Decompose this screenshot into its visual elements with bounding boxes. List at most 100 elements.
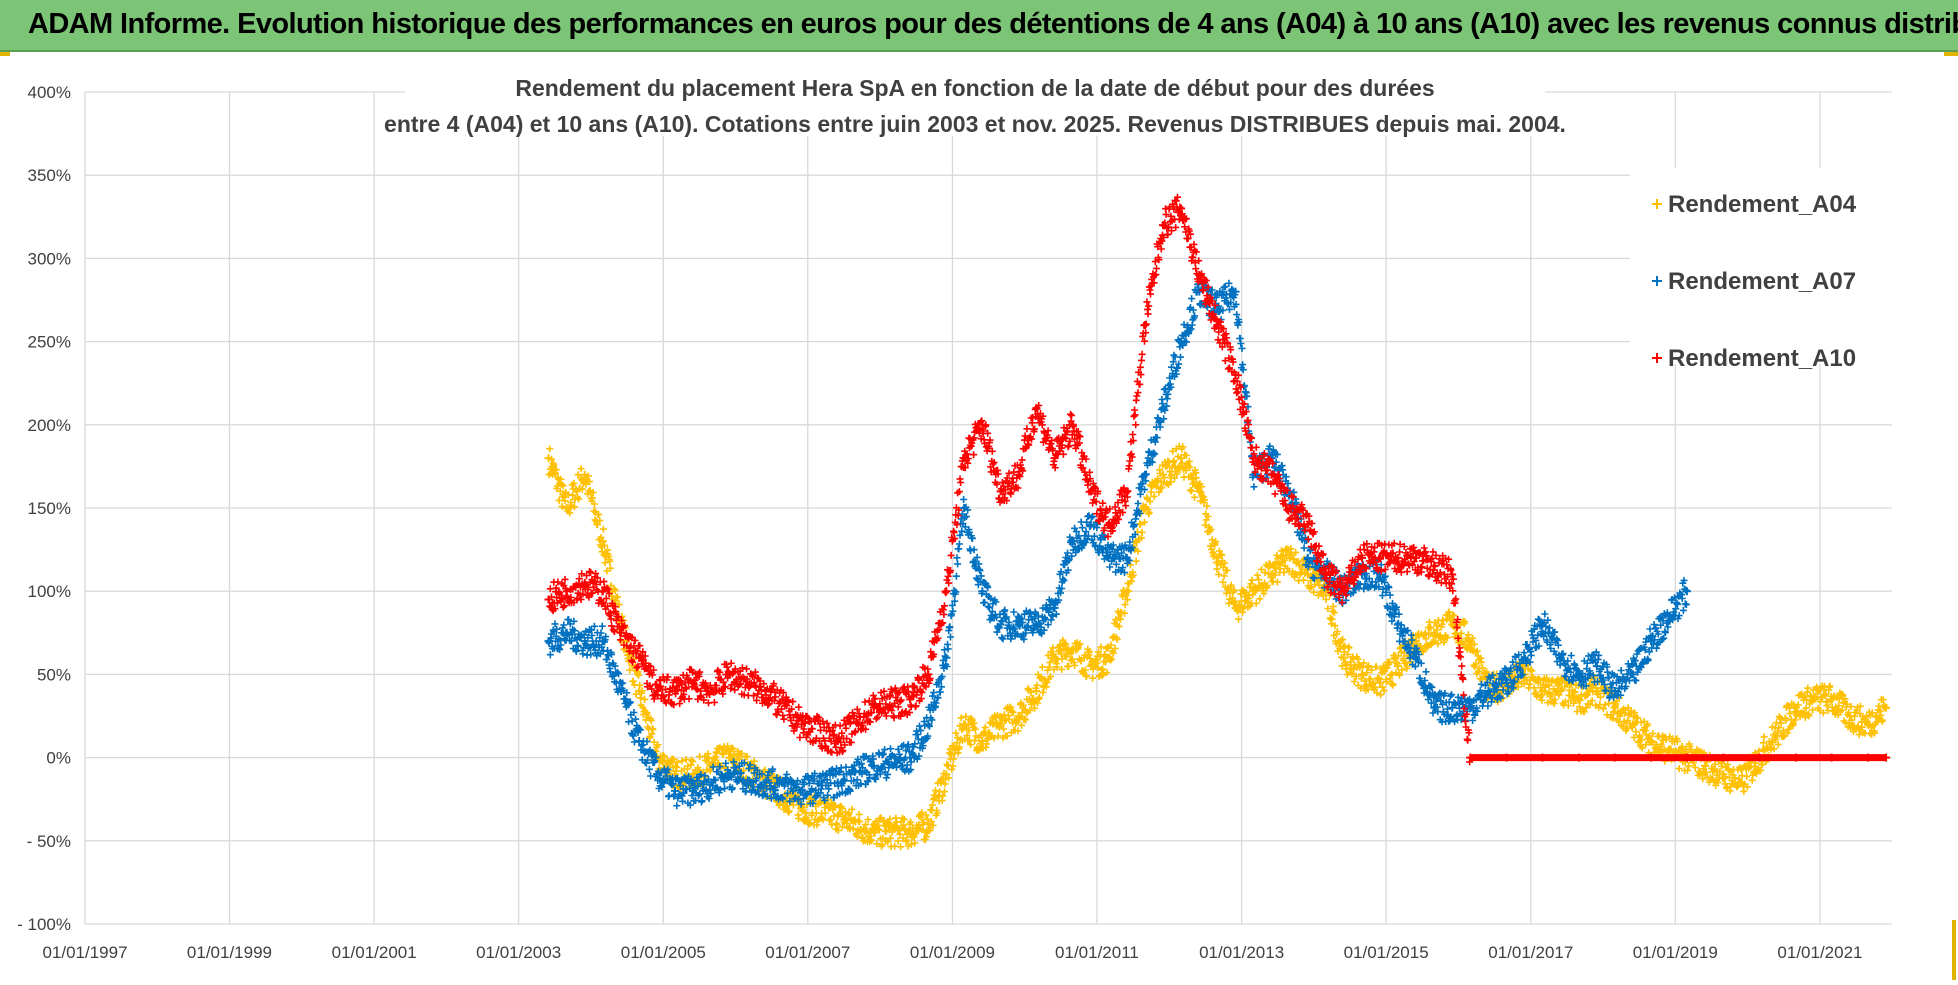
data-point: [1882, 753, 1891, 762]
data-point: [1574, 695, 1583, 704]
x-tick-label: 01/01/1997: [42, 943, 127, 962]
series-marker-cloud: [1142, 231, 1166, 337]
legend-label: Rendement_A10: [1668, 345, 1856, 372]
series-marker-cloud: [599, 633, 624, 696]
series-marker-cloud: [726, 659, 769, 707]
data-point: [1375, 678, 1384, 687]
data-point: [1357, 553, 1366, 562]
series-marker-cloud: [1160, 336, 1184, 423]
data-point: [1773, 728, 1782, 737]
legend-marker: [1652, 276, 1662, 286]
data-point: [670, 786, 679, 795]
series-Rendement_A07: [544, 278, 1691, 810]
series-marker-cloud: [708, 660, 733, 706]
series-marker-cloud: [1105, 586, 1130, 664]
series-marker-cloud: [1539, 610, 1564, 669]
data-point: [1393, 553, 1402, 562]
series-marker-cloud: [1413, 544, 1438, 580]
series-marker-cloud: [1557, 650, 1582, 685]
series-marker-cloud: [1359, 659, 1383, 697]
series-marker-cloud: [599, 578, 624, 644]
series-marker-cloud: [1449, 611, 1474, 653]
series-marker-cloud: [1394, 540, 1419, 576]
data-point: [616, 628, 625, 637]
series-marker-cloud: [1503, 649, 1528, 698]
series-marker-cloud: [1359, 539, 1383, 574]
data-point: [1484, 687, 1493, 696]
series-Rendement_A10: [544, 193, 1891, 766]
series-marker-cloud: [1178, 443, 1203, 501]
data-point: [1448, 570, 1457, 579]
series-marker-cloud: [1846, 702, 1871, 739]
series-marker-cloud: [1304, 512, 1329, 582]
series-marker-cloud: [1557, 674, 1582, 715]
data-point: [1357, 670, 1366, 679]
series-marker-cloud: [1178, 210, 1203, 285]
x-tick-label: 01/01/2017: [1488, 943, 1573, 962]
series-marker-cloud: [1413, 644, 1438, 717]
series-layer: [544, 193, 1891, 851]
series-marker-cloud: [1539, 674, 1564, 708]
series-marker-cloud: [1015, 684, 1040, 729]
series-marker-cloud: [690, 668, 715, 707]
series-marker-cloud: [979, 711, 1004, 752]
series-marker-cloud: [1015, 406, 1040, 480]
y-tick-label: 200%: [28, 416, 71, 435]
series-marker-cloud: [1160, 442, 1184, 489]
series-marker-cloud: [1449, 575, 1474, 766]
data-point: [1177, 454, 1186, 463]
series-Rendement_A04: [544, 442, 1891, 851]
legend: Rendement_A04 Rendement_A07 Rendement_A10: [1652, 191, 1857, 372]
series-marker-cloud: [1214, 547, 1239, 607]
series-marker-cloud: [1467, 678, 1492, 724]
title-background: [405, 66, 1545, 136]
corner-mark-bottom-right: [1952, 920, 1956, 980]
series-marker-cloud: [1160, 193, 1184, 241]
series-marker-cloud: [907, 663, 932, 711]
data-point: [1448, 620, 1457, 629]
series-marker-cloud: [1340, 546, 1365, 599]
data-point: [1682, 587, 1691, 596]
series-marker-cloud: [1033, 644, 1058, 707]
series-marker-cloud: [1630, 709, 1654, 757]
legend-label: Rendement_A04: [1668, 191, 1857, 218]
data-point: [942, 587, 951, 596]
data-point: [924, 670, 933, 679]
series-marker-cloud: [907, 809, 932, 848]
series-marker-cloud: [1792, 754, 1835, 762]
data-point: [942, 770, 951, 779]
data-point: [598, 587, 607, 596]
series-marker-cloud: [1431, 551, 1456, 592]
series-marker-cloud: [1828, 754, 1871, 762]
series-marker-cloud: [961, 417, 986, 472]
series-marker-cloud: [943, 454, 968, 587]
data-point: [1141, 320, 1150, 329]
series-marker-cloud: [563, 615, 588, 658]
series-marker-cloud: [1539, 754, 1582, 762]
y-tick-label: 100%: [28, 582, 71, 601]
data-point: [1737, 778, 1746, 787]
series-marker-cloud: [961, 503, 986, 597]
series-marker-cloud: [798, 712, 841, 757]
series-marker-cloud: [1123, 472, 1148, 567]
header-banner: ADAM Informe. Evolution historique des p…: [0, 0, 1958, 52]
x-tick-label: 01/01/2019: [1633, 943, 1718, 962]
series-marker-cloud: [636, 725, 661, 780]
y-tick-label: 400%: [28, 83, 71, 102]
series-marker-cloud: [1503, 754, 1546, 762]
series-marker-cloud: [1196, 480, 1221, 573]
series-marker-cloud: [1630, 625, 1654, 685]
series-marker-cloud: [1810, 682, 1835, 717]
series-marker-cloud: [925, 769, 950, 835]
legend-marker: [1652, 353, 1662, 363]
series-marker-cloud: [834, 803, 877, 846]
series-marker-cloud: [1828, 689, 1853, 731]
series-marker-cloud: [1720, 754, 1763, 762]
series-marker-cloud: [1015, 607, 1040, 643]
y-axis-tick-labels: 400% 350% 300% 250% 200% 150% 100% 50% 0% - 50% - …: [17, 83, 71, 934]
series-marker-cloud: [708, 759, 733, 797]
chart-title: Rendement du placement Hera SpA en fonct…: [515, 75, 1434, 101]
series-marker-cloud: [979, 579, 1004, 636]
series-marker-cloud: [1611, 754, 1654, 762]
